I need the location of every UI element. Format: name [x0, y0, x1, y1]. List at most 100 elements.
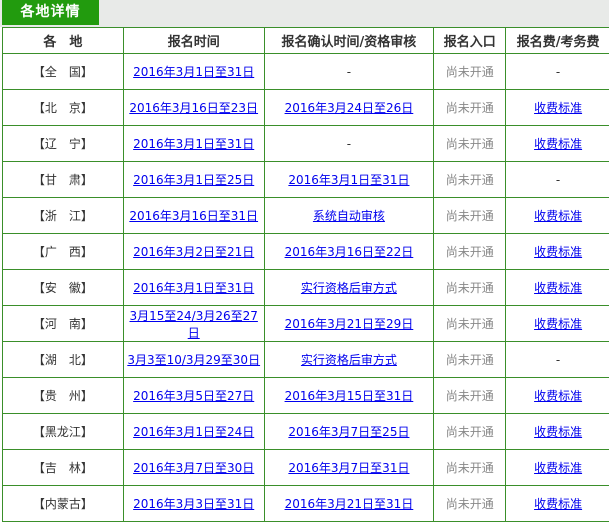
fee-link[interactable]: 收费标准	[534, 497, 583, 511]
fee-cell: -	[505, 161, 609, 198]
table-row: 【甘 肃】 2016年3月1日至25日 2016年3月1日至31日 尚未开通 -	[2, 161, 609, 198]
entry-cell: 尚未开通	[433, 377, 507, 414]
confirmation-link[interactable]: 2016年3月7日至31日	[288, 461, 410, 475]
registration-time-link[interactable]: 2016年3月3日至31日	[133, 497, 255, 511]
registration-time-cell: 3月15至24/3月26至27日	[122, 305, 265, 342]
entry-cell: 尚未开通	[433, 413, 507, 450]
confirmation-cell: 2016年3月21日至31日	[263, 485, 435, 522]
confirmation-link[interactable]: 2016年3月21日至31日	[284, 497, 414, 511]
fee-link[interactable]: 收费标准	[534, 389, 583, 403]
confirmation-link[interactable]: 2016年3月24日至26日	[284, 101, 414, 115]
confirmation-cell: 2016年3月24日至26日	[263, 89, 435, 126]
region-cell: 【安 徽】	[2, 269, 124, 306]
registration-time-link[interactable]: 2016年3月16日至23日	[129, 101, 259, 115]
confirmation-link[interactable]: 实行资格后审方式	[300, 353, 397, 367]
registration-time-link[interactable]: 3月15至24/3月26至27日	[129, 308, 258, 340]
entry-cell: 尚未开通	[433, 485, 507, 522]
fee-cell: -	[505, 53, 609, 90]
entry-cell: 尚未开通	[433, 125, 507, 162]
table-row: 【广 西】 2016年3月2日至21日 2016年3月16日至22日 尚未开通 收费标准	[2, 233, 609, 270]
registration-time-cell: 2016年3月16日至31日	[122, 197, 265, 234]
confirmation-link[interactable]: 2016年3月16日至22日	[284, 245, 414, 259]
region-cell: 【全 国】	[2, 53, 124, 90]
fee-cell: 收费标准	[505, 305, 609, 342]
fee-link[interactable]: 收费标准	[534, 461, 583, 475]
confirmation-cell: 实行资格后审方式	[263, 341, 435, 378]
region-cell: 【吉 林】	[2, 449, 124, 486]
registration-time-cell: 2016年3月5日至27日	[122, 377, 265, 414]
entry-cell: 尚未开通	[433, 89, 507, 126]
fee-link[interactable]: 收费标准	[534, 101, 583, 115]
fee-cell: 收费标准	[505, 485, 609, 522]
registration-time-link[interactable]: 2016年3月1日至24日	[133, 425, 255, 439]
table-row: 【内蒙古】 2016年3月3日至31日 2016年3月21日至31日 尚未开通 收费标准	[2, 485, 609, 522]
entry-cell: 尚未开通	[433, 449, 507, 486]
fee-link[interactable]: 收费标准	[534, 209, 583, 223]
fee-cell: 收费标准	[505, 269, 609, 306]
table-row: 【湖 北】 3月3至10/3月29至30日 实行资格后审方式 尚未开通 -	[2, 341, 609, 378]
fee-cell: 收费标准	[505, 413, 609, 450]
registration-time-link[interactable]: 2016年3月16日至31日	[129, 209, 259, 223]
registration-time-link[interactable]: 2016年3月7日至30日	[133, 461, 255, 475]
registration-time-cell: 2016年3月1日至31日	[122, 125, 265, 162]
tab-bar: 各地详情	[0, 0, 609, 27]
confirmation-cell: -	[263, 53, 435, 90]
registration-time-link[interactable]: 2016年3月5日至27日	[133, 389, 255, 403]
fee-cell: 收费标准	[505, 233, 609, 270]
fee-link[interactable]: 收费标准	[534, 245, 583, 259]
fee-cell: -	[505, 341, 609, 378]
registration-time-cell: 2016年3月2日至21日	[122, 233, 265, 270]
region-cell: 【内蒙古】	[2, 485, 124, 522]
table-row: 【河 南】 3月15至24/3月26至27日 2016年3月21日至29日 尚未开通 收…	[2, 305, 609, 342]
confirmation-link[interactable]: 2016年3月21日至29日	[284, 317, 414, 331]
registration-time-link[interactable]: 2016年3月2日至21日	[133, 245, 255, 259]
region-cell: 【黑龙江】	[2, 413, 124, 450]
fee-cell: 收费标准	[505, 89, 609, 126]
region-cell: 【贵 州】	[2, 377, 124, 414]
registration-time-cell: 2016年3月7日至30日	[122, 449, 265, 486]
registration-time-link[interactable]: 2016年3月1日至31日	[133, 281, 255, 295]
confirmation-cell: 2016年3月15日至31日	[263, 377, 435, 414]
column-header: 报名费/考务费	[505, 27, 609, 54]
confirmation-link[interactable]: 系统自动审核	[312, 209, 385, 223]
fee-link[interactable]: 收费标准	[534, 137, 583, 151]
fee-cell: 收费标准	[505, 377, 609, 414]
confirmation-link[interactable]: 2016年3月15日至31日	[284, 389, 414, 403]
confirmation-link[interactable]: 2016年3月1日至31日	[288, 173, 410, 187]
confirmation-cell: 系统自动审核	[263, 197, 435, 234]
table-row: 【安 徽】 2016年3月1日至31日 实行资格后审方式 尚未开通 收费标准	[2, 269, 609, 306]
confirmation-cell: 2016年3月7日至31日	[263, 449, 435, 486]
fee-link[interactable]: 收费标准	[534, 281, 583, 295]
region-cell: 【湖 北】	[2, 341, 124, 378]
region-cell: 【广 西】	[2, 233, 124, 270]
registration-time-link[interactable]: 2016年3月1日至31日	[133, 137, 255, 151]
confirmation-cell: 2016年3月7日至25日	[263, 413, 435, 450]
fee-link[interactable]: 收费标准	[534, 425, 583, 439]
fee-link[interactable]: 收费标准	[534, 317, 583, 331]
column-header: 报名入口	[433, 27, 507, 54]
table-row: 【辽 宁】 2016年3月1日至31日 - 尚未开通 收费标准	[2, 125, 609, 162]
confirmation-link[interactable]: 2016年3月7日至25日	[288, 425, 410, 439]
table-row: 【浙 江】 2016年3月16日至31日 系统自动审核 尚未开通 收费标准	[2, 197, 609, 234]
registration-table: 各 地报名时间 报名确认时间/资格审核 报名入口 报名费/考务费 【全 国】 2016年…	[2, 27, 609, 522]
confirmation-cell: 实行资格后审方式	[263, 269, 435, 306]
confirmation-link[interactable]: 实行资格后审方式	[300, 281, 397, 295]
registration-time-link[interactable]: 3月3至10/3月29至30日	[127, 353, 261, 367]
column-header: 报名确认时间/资格审核	[263, 27, 435, 54]
column-header: 各 地	[2, 27, 124, 54]
fee-cell: 收费标准	[505, 197, 609, 234]
registration-time-link[interactable]: 2016年3月1日至31日	[133, 65, 255, 79]
tab-regional-details[interactable]: 各地详情	[2, 0, 99, 25]
region-cell: 【辽 宁】	[2, 125, 124, 162]
registration-time-cell: 2016年3月1日至31日	[122, 53, 265, 90]
confirmation-cell: 2016年3月1日至31日	[263, 161, 435, 198]
table-row: 【黑龙江】 2016年3月1日至24日 2016年3月7日至25日 尚未开通 收费标准	[2, 413, 609, 450]
confirmation-cell: 2016年3月16日至22日	[263, 233, 435, 270]
table-row: 【吉 林】 2016年3月7日至30日 2016年3月7日至31日 尚未开通 收费标准	[2, 449, 609, 486]
registration-time-link[interactable]: 2016年3月1日至25日	[133, 173, 255, 187]
registration-time-cell: 2016年3月1日至25日	[122, 161, 265, 198]
confirmation-cell: 2016年3月21日至29日	[263, 305, 435, 342]
confirmation-cell: -	[263, 125, 435, 162]
registration-time-cell: 2016年3月16日至23日	[122, 89, 265, 126]
registration-time-cell: 3月3至10/3月29至30日	[122, 341, 265, 378]
